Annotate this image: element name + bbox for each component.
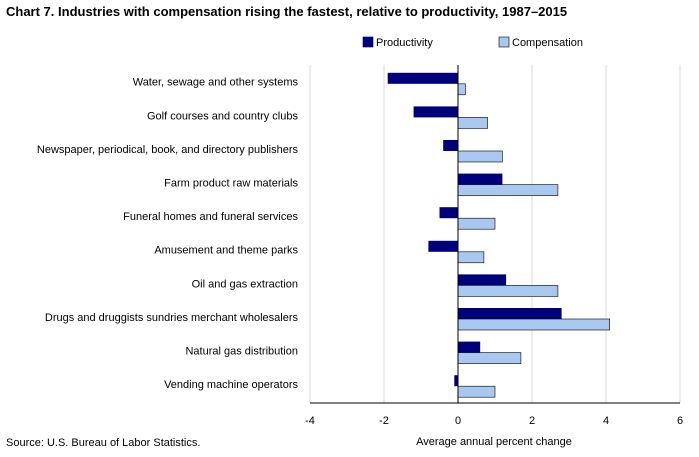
category-label: Newspaper, periodical, book, and directo… (37, 144, 299, 156)
category-label: Drugs and druggists sundries merchant wh… (45, 312, 299, 324)
bar-productivity-9 (454, 375, 458, 387)
category-label: Farm product raw materials (164, 178, 298, 190)
bar-productivity-6 (458, 274, 507, 286)
category-label: Amusement and theme parks (154, 245, 298, 257)
bar-productivity-0 (387, 72, 458, 84)
x-tick-label: 2 (529, 415, 535, 427)
bar-compensation-3 (457, 184, 559, 196)
x-tick-label: -2 (379, 415, 389, 427)
x-tick-label: -4 (305, 415, 315, 427)
legend: Productivity Compensation (362, 36, 583, 49)
bar-productivity-1 (413, 106, 458, 118)
category-label: Natural gas distribution (185, 346, 298, 358)
x-tick-label: 6 (677, 415, 683, 427)
source-note: Source: U.S. Bureau of Labor Statistics. (6, 437, 201, 449)
bar-compensation-4 (457, 217, 496, 230)
bar-productivity-2 (443, 140, 458, 151)
x-tick-label: 0 (455, 415, 461, 427)
bars (387, 72, 610, 398)
bar-compensation-7 (457, 318, 610, 331)
axes (310, 65, 680, 404)
bar-productivity-3 (458, 173, 503, 185)
chart-title: Chart 7. Industries with compensation ri… (6, 4, 568, 19)
category-label: Golf courses and country clubs (147, 110, 299, 122)
bar-productivity-4 (439, 207, 458, 219)
bar-productivity-5 (428, 240, 458, 252)
bar-compensation-2 (457, 150, 503, 163)
bar-productivity-8 (458, 341, 481, 353)
bar-compensation-9 (457, 385, 496, 398)
category-label: Funeral homes and funeral services (123, 211, 298, 223)
legend-label-compensation: Compensation (512, 37, 583, 49)
bar-compensation-1 (457, 117, 488, 129)
category-label: Water, sewage and other systems (133, 77, 299, 89)
category-labels: Water, sewage and other systems Golf cour… (37, 77, 299, 391)
legend-label-productivity: Productivity (376, 37, 433, 49)
x-tick-label: 4 (603, 415, 609, 427)
legend-swatch-compensation (498, 36, 510, 48)
x-axis-label: Average annual percent change (416, 436, 572, 448)
grid-lines (309, 65, 681, 403)
bar-compensation-6 (457, 285, 559, 297)
bar-compensation-8 (457, 352, 522, 364)
category-label: Oil and gas extraction (192, 278, 298, 290)
legend-swatch-productivity (362, 36, 374, 48)
bar-compensation-0 (457, 83, 466, 96)
bar-productivity-7 (458, 308, 562, 319)
bar-compensation-5 (457, 251, 485, 264)
category-label: Vending machine operators (164, 379, 298, 391)
tick-labels: -4 -2 0 2 4 6 (305, 415, 683, 427)
